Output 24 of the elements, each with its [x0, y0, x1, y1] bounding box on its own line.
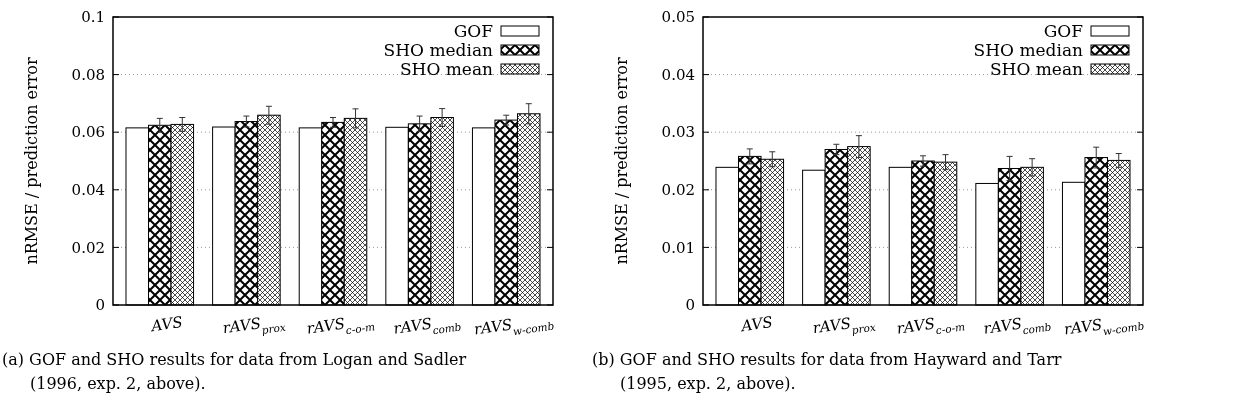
y-axis-title: nRMSE / prediction error [612, 57, 631, 265]
legend-label: GOF [1043, 20, 1084, 41]
y-tick-label: 0.02 [661, 181, 695, 200]
y-tick-label: 0.1 [81, 8, 105, 27]
text: (b) GOF and SHO results for data from Hayward and Tarr (1995, exp. 2, above). [592, 350, 1062, 393]
y-tick-label: 0 [95, 296, 105, 315]
y-tick-label: 0.04 [71, 181, 105, 200]
y-tick-label: 0.03 [661, 123, 695, 142]
y-tick-label: 0.06 [71, 123, 105, 142]
y-tick-label: 0 [685, 296, 695, 315]
y-tick-label: 0.05 [661, 8, 695, 27]
legend-label: SHO mean [399, 58, 494, 79]
legend-label: SHO median [973, 39, 1084, 60]
x-tick-label: AVS [148, 312, 184, 336]
y-tick-label: 0.01 [661, 238, 695, 257]
legend-label: SHO mean [989, 58, 1084, 79]
y-tick-label: 0.02 [71, 238, 105, 257]
y-axis-title: nRMSE / prediction error [22, 57, 41, 265]
y-tick-label: 0.08 [71, 65, 105, 84]
y-tick-label: 0.04 [661, 65, 695, 84]
legend-label: SHO median [383, 39, 494, 60]
legend-label: GOF [453, 20, 494, 41]
x-tick-label: AVS [738, 312, 774, 336]
text: (a) GOF and SHO results for data from Logan and Sadler (1996, exp. 2, above). [2, 350, 467, 393]
